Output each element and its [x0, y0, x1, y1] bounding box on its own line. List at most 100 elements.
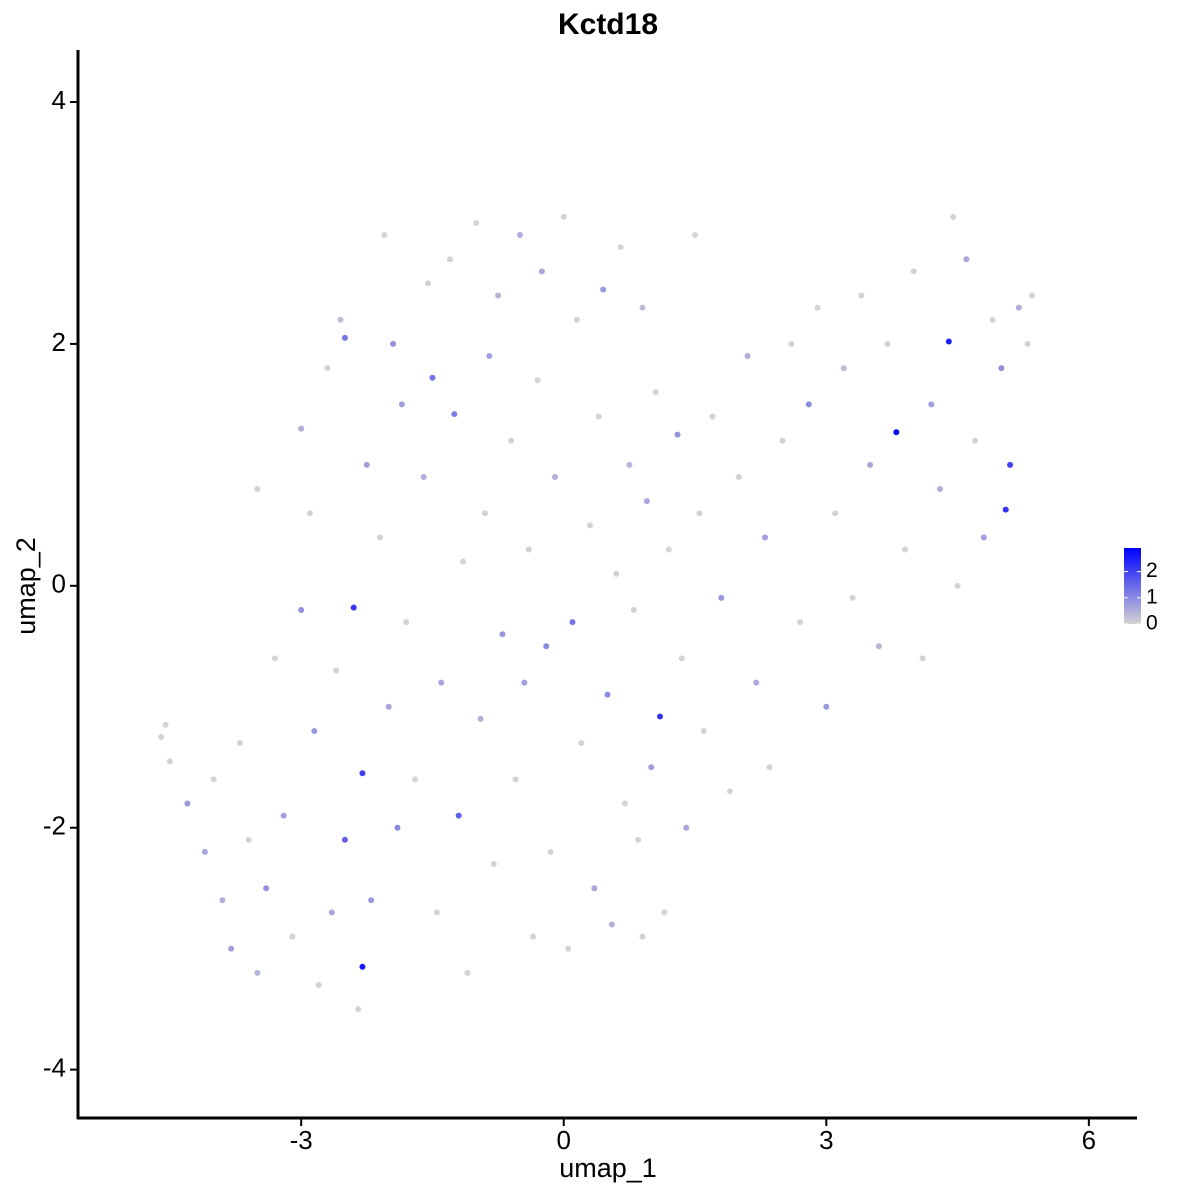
point [954, 582, 961, 589]
point [744, 353, 751, 360]
point [950, 213, 957, 220]
point [280, 812, 287, 819]
point [639, 304, 646, 311]
point [797, 619, 804, 626]
y-tick-label: 2 [52, 327, 66, 357]
y-axis-label: umap_2 [11, 537, 41, 635]
x-tick-label: 0 [557, 1125, 571, 1155]
point [184, 800, 191, 807]
point [910, 268, 917, 275]
point [674, 431, 681, 438]
point [355, 1006, 362, 1013]
point [766, 764, 773, 771]
point [727, 788, 734, 795]
point [683, 824, 690, 831]
point [341, 334, 348, 341]
point [980, 534, 987, 541]
point [433, 909, 440, 916]
x-tick-label: 6 [1082, 1125, 1096, 1155]
colorbar-tick-label: 2 [1146, 559, 1158, 582]
point [573, 316, 580, 323]
point [359, 963, 366, 970]
point [473, 219, 480, 226]
point [998, 365, 1005, 372]
point [490, 861, 497, 868]
y-tick-label: -4 [43, 1052, 66, 1082]
point [639, 933, 646, 940]
point [306, 510, 313, 517]
point [1028, 292, 1035, 299]
point [657, 713, 664, 720]
point [565, 945, 572, 952]
point [477, 715, 484, 722]
point [219, 897, 226, 904]
point [236, 740, 243, 747]
point [902, 546, 909, 553]
point [1024, 340, 1031, 347]
point [398, 401, 405, 408]
point [1015, 304, 1022, 311]
point [867, 461, 874, 468]
point [919, 655, 926, 662]
point [254, 486, 261, 493]
point [560, 213, 567, 220]
point [508, 437, 515, 444]
point [516, 232, 523, 239]
point [298, 425, 305, 432]
x-tick-label: 3 [819, 1125, 833, 1155]
point [665, 546, 672, 553]
y-tick-label: -2 [43, 811, 66, 841]
point [390, 340, 397, 347]
point [451, 411, 458, 418]
point [1007, 461, 1014, 468]
point [486, 353, 493, 360]
point [696, 510, 703, 517]
colorbar-tick-label: 0 [1146, 612, 1158, 635]
point [394, 824, 401, 831]
point [337, 316, 344, 323]
point [600, 286, 607, 293]
point [376, 534, 383, 541]
colorbar-tick-label: 1 [1146, 585, 1158, 608]
point [823, 703, 830, 710]
point [368, 897, 375, 904]
point [521, 679, 528, 686]
point [328, 909, 335, 916]
point [263, 885, 270, 892]
point [692, 232, 699, 239]
point [1002, 506, 1009, 513]
point [359, 770, 366, 777]
point [512, 776, 519, 783]
point [709, 413, 716, 420]
point [551, 473, 558, 480]
point [158, 734, 165, 741]
point [543, 643, 550, 650]
point [411, 776, 418, 783]
point [586, 522, 593, 529]
point [350, 604, 357, 611]
point [254, 969, 261, 976]
point [893, 429, 900, 436]
point [849, 594, 856, 601]
point [595, 413, 602, 420]
point [429, 374, 436, 381]
y-tick-label: 0 [52, 569, 66, 599]
point [569, 619, 576, 626]
point [937, 486, 944, 493]
point [648, 764, 655, 771]
point [762, 534, 769, 541]
point [530, 933, 537, 940]
point [499, 631, 506, 638]
point [643, 498, 650, 505]
point [464, 969, 471, 976]
point [635, 836, 642, 843]
point [547, 848, 554, 855]
point [538, 268, 545, 275]
point [245, 836, 252, 843]
point [884, 340, 891, 347]
point [972, 437, 979, 444]
point [228, 945, 235, 952]
point [735, 473, 742, 480]
point [608, 921, 615, 928]
